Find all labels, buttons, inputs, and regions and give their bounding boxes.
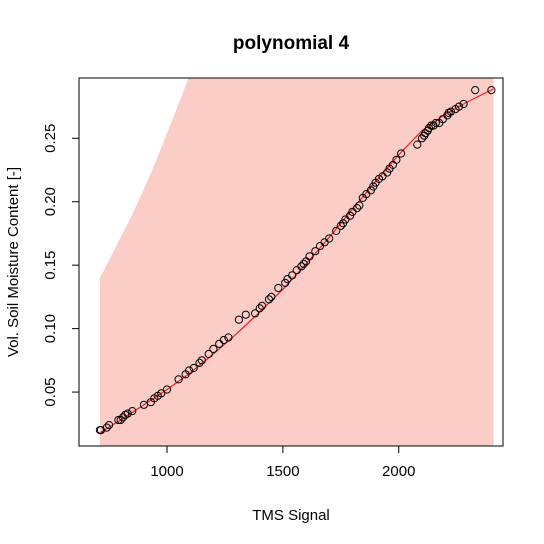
- data-point: [325, 234, 334, 243]
- data-point: [224, 333, 233, 342]
- y-tick-label: 0.20: [42, 187, 59, 216]
- data-point: [427, 121, 436, 130]
- data-point: [234, 315, 243, 324]
- data-point: [185, 366, 194, 375]
- data-point: [332, 226, 341, 235]
- data-point: [114, 415, 123, 425]
- data-point: [241, 310, 250, 319]
- data-point: [424, 124, 433, 133]
- data-point: [305, 252, 314, 261]
- data-point: [197, 356, 206, 365]
- data-point: [297, 262, 306, 271]
- data-point: [139, 400, 148, 409]
- data-point: [311, 247, 320, 256]
- y-tick-label: 0.10: [42, 314, 59, 343]
- data-point: [299, 259, 308, 268]
- x-axis: 1000 1500 2000: [150, 445, 415, 480]
- data-point: [454, 102, 464, 111]
- y-axis-label: Vol. Soil Moisture Content [-]: [5, 167, 22, 357]
- points-layer: [95, 86, 496, 435]
- data-point: [251, 309, 260, 318]
- data-point: [204, 349, 213, 359]
- y-tick-label: 0.15: [42, 251, 59, 280]
- data-point: [123, 409, 132, 418]
- data-point: [352, 204, 362, 213]
- data-point: [105, 421, 114, 430]
- chart-title: polynomial 4: [233, 33, 350, 54]
- data-point: [219, 335, 228, 345]
- x-tick-label: 1500: [266, 463, 299, 480]
- data-point: [336, 221, 345, 230]
- data-point: [264, 295, 274, 304]
- data-point: [257, 301, 267, 310]
- y-axis: 0.05 0.10 0.15 0.20 0.25: [42, 124, 80, 407]
- y-tick-label: 0.25: [42, 124, 59, 153]
- data-point: [487, 86, 496, 95]
- data-point: [195, 358, 204, 367]
- data-point: [444, 108, 453, 118]
- data-point: [413, 140, 422, 149]
- data-point: [116, 415, 125, 425]
- data-point: [157, 389, 166, 398]
- data-point: [274, 283, 283, 293]
- x-tick-label: 1000: [150, 463, 183, 480]
- data-point: [446, 107, 455, 116]
- data-point: [102, 423, 111, 432]
- data-point: [255, 304, 264, 313]
- data-point: [288, 271, 297, 280]
- confidence-band: [99, 78, 494, 446]
- data-point: [459, 99, 468, 109]
- data-point: [392, 155, 401, 164]
- data-point: [267, 292, 276, 301]
- x-axis-label: TMS Signal: [252, 507, 330, 524]
- x-tick-label: 2000: [382, 463, 415, 480]
- data-point: [431, 118, 440, 128]
- data-point: [189, 363, 198, 373]
- data-point: [174, 375, 183, 384]
- data-point: [128, 407, 137, 416]
- data-point: [471, 86, 480, 95]
- y-tick-label: 0.05: [42, 377, 59, 406]
- data-point: [355, 201, 364, 210]
- data-point: [209, 344, 218, 353]
- data-point: [162, 385, 172, 394]
- data-point: [397, 149, 406, 158]
- confidence-band-layer: [99, 78, 494, 446]
